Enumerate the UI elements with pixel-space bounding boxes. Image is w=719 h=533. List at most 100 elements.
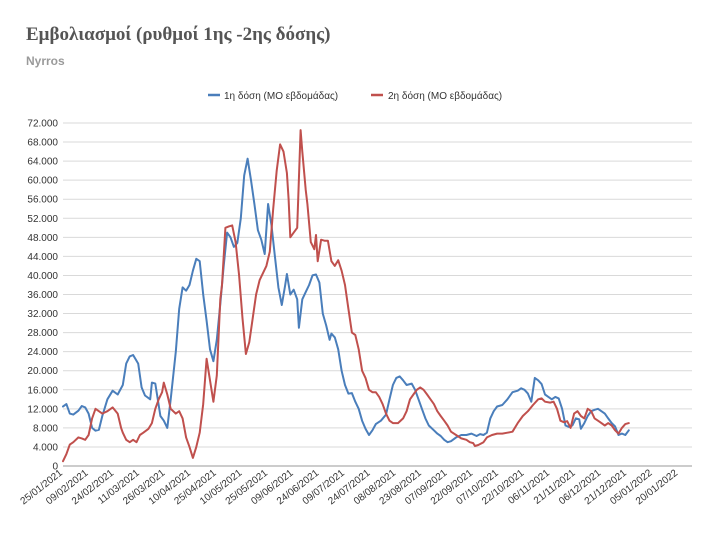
data-point <box>587 408 589 410</box>
data-point <box>94 430 97 432</box>
data-point <box>371 391 373 393</box>
data-point <box>564 424 567 427</box>
data-point <box>337 259 339 261</box>
data-point <box>409 398 411 400</box>
data-point <box>561 408 563 410</box>
data-point <box>241 317 244 319</box>
data-point <box>202 293 204 296</box>
y-axis: 0 4.000 8.000 12.000 16.000 20.000 24.000 28.00… <box>27 119 58 473</box>
data-point <box>81 437 83 439</box>
data-point <box>101 413 103 415</box>
data-point <box>199 432 201 434</box>
data-point <box>594 409 596 411</box>
data-point <box>465 439 467 441</box>
data-point <box>175 351 177 353</box>
data-point <box>412 393 414 396</box>
data-point <box>327 240 329 242</box>
data-point <box>62 460 64 462</box>
data-point <box>260 239 262 241</box>
data-point <box>433 429 435 431</box>
data-point <box>166 427 168 429</box>
data-point <box>486 432 488 434</box>
data-point <box>228 225 230 227</box>
data-point <box>476 435 478 437</box>
data-point <box>69 444 71 446</box>
data-point <box>472 442 474 444</box>
legend-label-2: 2η δόση (ΜΟ εβδομάδας) <box>388 90 502 102</box>
data-point <box>406 410 408 412</box>
data-point <box>206 358 208 360</box>
data-point <box>125 439 127 441</box>
data-point <box>330 260 332 262</box>
y-tick-label: 68.000 <box>27 138 58 149</box>
data-point <box>419 386 421 388</box>
data-point <box>248 341 250 343</box>
data-point <box>429 398 432 400</box>
data-point <box>576 410 579 412</box>
data-point <box>364 428 367 430</box>
data-point <box>479 433 481 435</box>
data-point <box>188 446 191 448</box>
data-point <box>286 273 288 275</box>
data-point <box>470 433 473 435</box>
data-point <box>185 290 187 292</box>
data-point <box>570 427 572 429</box>
data-point <box>315 234 317 236</box>
data-point <box>151 422 153 424</box>
data-point <box>486 436 488 438</box>
data-point <box>433 403 435 405</box>
data-point <box>621 427 623 429</box>
data-point <box>129 355 131 357</box>
data-point <box>117 413 119 415</box>
data-point <box>547 396 550 398</box>
data-point <box>231 224 233 226</box>
data-point <box>501 433 503 435</box>
data-point <box>388 398 391 400</box>
y-tick-label: 40.000 <box>27 271 58 282</box>
data-point <box>556 408 558 410</box>
data-point <box>450 440 452 442</box>
series-line-1 <box>62 157 630 444</box>
data-point <box>151 382 153 384</box>
data-point <box>65 403 67 405</box>
data-point <box>563 421 565 423</box>
data-point <box>88 413 90 415</box>
data-point <box>185 436 187 438</box>
data-point <box>469 441 471 443</box>
data-point <box>527 410 529 412</box>
data-point <box>65 453 67 455</box>
data-point <box>233 246 235 248</box>
data-point <box>385 413 387 415</box>
data-point <box>344 384 346 386</box>
data-point <box>580 415 582 417</box>
data-point <box>282 151 285 153</box>
data-point <box>397 422 399 424</box>
data-point <box>553 401 555 403</box>
data-point <box>216 339 218 341</box>
data-point <box>371 429 373 431</box>
data-point <box>235 241 237 243</box>
data-point <box>450 431 452 433</box>
data-point <box>511 431 514 433</box>
data-point <box>81 405 83 407</box>
data-point <box>276 170 278 172</box>
data-point <box>341 270 343 272</box>
data-point <box>600 410 603 412</box>
data-point <box>137 363 139 365</box>
data-point <box>84 406 86 408</box>
data-point <box>465 434 467 436</box>
data-point <box>310 241 312 243</box>
data-point <box>163 382 165 384</box>
data-point <box>106 398 108 400</box>
legend-item-2: 2η δόση (ΜΟ εβδομάδας) <box>371 90 502 102</box>
data-point <box>305 189 307 191</box>
data-point <box>88 434 90 436</box>
data-point <box>202 403 204 405</box>
data-point <box>600 422 603 424</box>
data-point <box>455 436 457 438</box>
data-point <box>72 441 74 443</box>
data-point <box>170 408 172 410</box>
data-point <box>247 158 249 160</box>
data-point <box>361 420 363 422</box>
data-point <box>296 227 298 229</box>
